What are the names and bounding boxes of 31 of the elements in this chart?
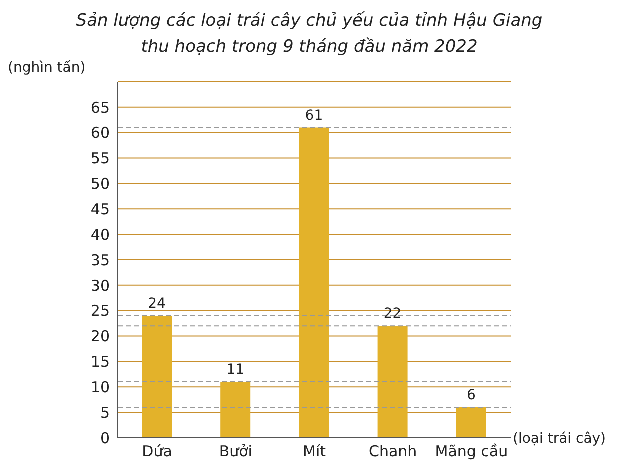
y-tick-label: 40	[90, 226, 110, 244]
y-tick-label: 25	[90, 302, 110, 320]
bar	[299, 128, 330, 438]
y-tick-label: 65	[90, 98, 110, 117]
bar	[456, 407, 486, 438]
data-label: 11	[226, 362, 245, 378]
x-tick-label: Bưởi	[219, 442, 252, 461]
y-tick-label: 55	[90, 150, 110, 168]
y-tick-label: 50	[90, 175, 110, 194]
bar	[220, 382, 251, 438]
x-tick-label: Mãng cầu	[435, 442, 508, 461]
data-label: 6	[466, 387, 476, 404]
y-tick-label: 60	[90, 124, 110, 142]
y-tick-label: 20	[90, 328, 110, 346]
bar	[142, 316, 172, 438]
y-tick-label: 45	[90, 200, 110, 218]
x-tick-label: Dứa	[142, 442, 172, 461]
x-tick-label: Mít	[303, 442, 326, 461]
y-tick-label: 5	[100, 404, 110, 422]
bar	[378, 326, 408, 438]
x-tick-label: Chanh	[369, 442, 418, 461]
y-tick-label: 30	[90, 276, 110, 295]
y-tick-label: 15	[90, 353, 110, 372]
y-axis-title: (nghìn tấn)	[8, 60, 87, 78]
x-axis-title: (loại trái cây)	[513, 431, 606, 447]
data-label: 24	[148, 296, 166, 312]
y-tick-label: 0	[100, 429, 110, 448]
y-tick-label: 10	[90, 378, 110, 396]
chart-title: Sản lượng các loại trái cây chủ yếu của tỉnh Hậu Giang thu hoạch trong 9 tháng đầu năm 2022	[75, 10, 544, 59]
data-label: 61	[305, 108, 324, 124]
y-tick-label: 35	[90, 251, 110, 270]
